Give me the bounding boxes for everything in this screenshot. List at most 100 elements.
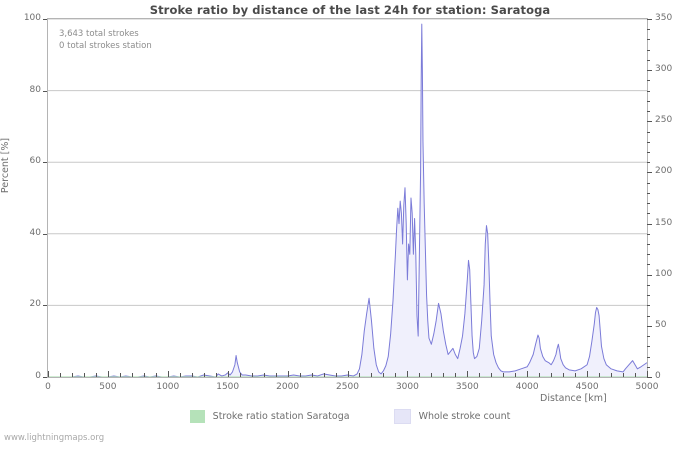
- axis-tick: [71, 373, 73, 377]
- axis-tick: [647, 284, 650, 286]
- axis-tick: [155, 373, 157, 377]
- axis-tick: [647, 244, 650, 246]
- axis-tick: [647, 141, 650, 143]
- y-left-tick-60: 60: [29, 156, 41, 167]
- axis-tick: [335, 373, 337, 377]
- axis-tick: [647, 70, 652, 72]
- axis-tick: [647, 90, 650, 92]
- axis-tick: [647, 377, 652, 378]
- axis-tick: [647, 121, 652, 123]
- y-right-tick-200: 200: [655, 166, 673, 177]
- plot-canvas: [48, 19, 647, 377]
- axis-tick: [431, 373, 433, 377]
- axis-tick: [263, 373, 265, 377]
- axis-tick: [383, 373, 385, 377]
- axis-tick: [647, 100, 650, 102]
- axis-tick: [311, 373, 313, 377]
- axis-tick: [647, 80, 650, 82]
- y-left-tick-100: 100: [23, 13, 41, 23]
- chart-legend: Stroke ratio station Saratoga Whole stro…: [0, 409, 700, 424]
- axis-tick: [527, 371, 529, 377]
- axis-tick: [407, 371, 409, 377]
- axis-tick: [239, 373, 241, 377]
- axis-tick: [647, 182, 650, 184]
- axis-tick: [647, 49, 650, 51]
- y-left-tick-80: 80: [29, 84, 41, 95]
- axis-tick: [647, 274, 652, 276]
- x-tick-0: 0: [45, 382, 51, 392]
- axis-tick: [419, 373, 421, 377]
- x-tick-1000: 1000: [156, 382, 180, 392]
- axis-tick: [299, 373, 301, 377]
- y-right-tick-150: 150: [655, 217, 673, 228]
- axis-tick: [95, 373, 97, 377]
- axis-tick: [647, 59, 650, 61]
- axis-tick: [479, 373, 481, 377]
- chart-title: Stroke ratio by distance of the last 24h…: [149, 3, 551, 17]
- axis-tick: [647, 39, 650, 41]
- x-tick-1500: 1500: [216, 382, 240, 392]
- axis-tick: [647, 111, 650, 113]
- axis-tick: [323, 373, 325, 377]
- axis-tick: [43, 233, 47, 235]
- axis-tick: [635, 373, 637, 377]
- x-tick-2000: 2000: [276, 382, 300, 392]
- axis-tick: [647, 131, 650, 133]
- axis-tick: [275, 373, 277, 377]
- axis-tick: [647, 223, 652, 225]
- x-tick-500: 500: [99, 382, 117, 392]
- axis-tick: [287, 371, 289, 377]
- legend-item-ratio: Stroke ratio station Saratoga: [189, 410, 350, 423]
- axis-tick: [647, 305, 650, 307]
- axis-tick: [119, 373, 121, 377]
- legend-item-count: Whole stroke count: [393, 409, 510, 424]
- axis-tick: [83, 373, 85, 377]
- y-left-tick-20: 20: [29, 299, 41, 310]
- legend-swatch-ratio: [189, 410, 205, 423]
- axis-tick: [167, 371, 169, 377]
- axis-tick: [443, 373, 445, 377]
- x-tick-4000: 4000: [515, 382, 539, 392]
- axis-tick: [59, 373, 61, 377]
- axis-tick: [131, 373, 133, 377]
- legend-label-ratio: Stroke ratio station Saratoga: [212, 411, 350, 422]
- axis-tick: [503, 373, 505, 377]
- watermark: www.lightningmaps.org: [4, 433, 105, 443]
- axis-tick: [43, 377, 47, 378]
- axis-tick: [43, 162, 47, 164]
- annotation-block: 3,643 total strokes 0 total strokes stat…: [59, 29, 152, 52]
- axis-tick: [359, 373, 361, 377]
- annotation-total-strokes: 3,643 total strokes: [59, 29, 139, 39]
- x-tick-5000: 5000: [635, 382, 659, 392]
- axis-tick: [587, 371, 589, 377]
- axis-tick: [143, 373, 145, 377]
- axis-tick: [647, 19, 652, 20]
- axis-tick: [191, 373, 193, 377]
- axis-tick: [48, 371, 49, 377]
- y-right-tick-350: 350: [655, 13, 673, 23]
- axis-tick: [647, 325, 652, 327]
- axis-tick: [551, 373, 553, 377]
- axis-tick: [107, 371, 109, 377]
- axis-tick: [647, 346, 650, 348]
- x-tick-4500: 4500: [575, 382, 599, 392]
- x-tick-2500: 2500: [336, 382, 359, 392]
- y-right-tick-50: 50: [655, 319, 667, 330]
- axis-tick: [563, 373, 565, 377]
- axis-tick: [215, 373, 217, 377]
- y-left-tick-0: 0: [35, 371, 41, 381]
- axis-tick: [647, 213, 650, 215]
- axis-tick: [599, 373, 601, 377]
- axis-tick: [251, 373, 253, 377]
- axis-tick: [515, 373, 517, 377]
- axis-tick: [455, 373, 457, 377]
- axis-tick: [43, 19, 47, 20]
- axis-tick: [539, 373, 541, 377]
- axis-tick: [43, 305, 47, 307]
- axis-tick: [647, 254, 650, 256]
- x-tick-3000: 3000: [395, 382, 419, 392]
- axis-tick: [43, 90, 47, 92]
- axis-tick: [623, 373, 625, 377]
- axis-tick: [647, 203, 650, 205]
- axis-tick: [647, 315, 650, 317]
